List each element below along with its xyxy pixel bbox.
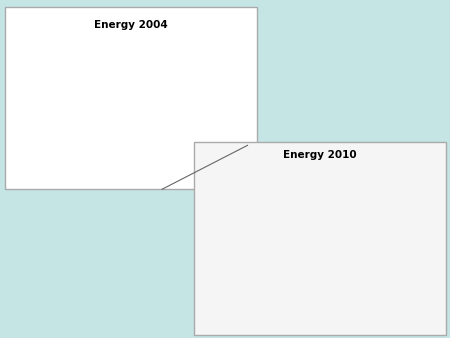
Polygon shape <box>32 107 35 127</box>
Legend: Gas, coal, nuclear, renewables: Gas, coal, nuclear, renewables <box>173 74 232 122</box>
Polygon shape <box>345 244 349 267</box>
Polygon shape <box>301 256 345 293</box>
Polygon shape <box>279 243 345 282</box>
Polygon shape <box>35 113 157 152</box>
Polygon shape <box>279 203 347 243</box>
Polygon shape <box>99 102 162 113</box>
Polygon shape <box>32 71 94 117</box>
Polygon shape <box>205 246 297 296</box>
Polygon shape <box>35 106 157 142</box>
Text: Energy 2010: Energy 2010 <box>283 150 356 161</box>
Polygon shape <box>205 203 297 284</box>
Polygon shape <box>279 236 349 256</box>
Text: Energy 2004: Energy 2004 <box>94 20 167 30</box>
Legend: Gas, coal, nuclear, renewables: Gas, coal, nuclear, renewables <box>359 220 424 270</box>
Polygon shape <box>94 71 157 106</box>
